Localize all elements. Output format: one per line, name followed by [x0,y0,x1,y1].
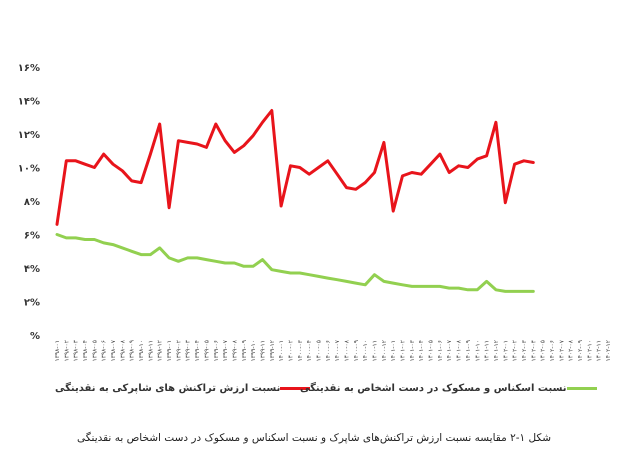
x-tick-label: ۱۴۰۲-۰۸ [568,339,575,361]
x-tick-label: ۱۳۹۹-۱۱ [259,340,266,362]
y-tick-label: ۴% [24,264,40,275]
x-tick-label: ۱۳۹۸-۰۴ [82,340,89,362]
x-tick-label: ۱۴۰۲-۱۲ [605,340,612,362]
x-tick-label: ۱۴۰۲-۰۵ [540,340,547,362]
x-tick-label: ۱۳۹۹-۰۶ [213,340,220,362]
x-tick-label: ۱۴۰۱-۰۸ [456,339,463,361]
y-tick-label: ۱۲% [18,130,40,141]
x-tick-label: ۱۴۰۰-۰۱ [278,340,285,362]
x-tick-label: ۱۳۹۸-۱۰ [138,340,145,362]
legend-item-green: نسبت اسکناس و مسکوک در دست اشخاص به نقدی… [300,383,605,394]
x-tick-label: ۱۳۹۸-۰۹ [129,340,136,362]
x-tick-label: ۱۴۰۲-۰۱ [502,340,509,362]
x-tick-label: ۱۳۹۹-۰۹ [241,340,248,362]
x-tick-label: ۱۴۰۰-۱۰ [362,340,369,362]
x-tick-label: ۱۳۹۹-۰۸ [231,339,238,361]
x-tick-label: ۱۴۰۰-۰۵ [315,340,322,362]
x-tick-label: ۱۴۰۰-۰۶ [325,340,332,362]
x-tick-label: ۱۴۰۱-۰۷ [446,339,453,361]
legend-item-red: نسبت ارزش تراکنش های شاپرکی به نقدینگی [55,383,318,394]
y-axis: % ۲% ۴% ۶% ۸% ۱۰% ۱۲% ۱۴% ۱۶% [18,63,40,342]
x-tick-label: ۱۴۰۰-۰۴ [306,340,313,362]
y-tick-label: ۸% [24,197,40,208]
x-tick-label: ۱۳۹۸-۰۵ [91,340,98,362]
chart-legend: نسبت ارزش تراکنش های شاپرکی به نقدینگی ن… [0,383,628,403]
x-tick-label: ۱۳۹۹-۰۱ [166,340,173,362]
x-tick-label: ۱۳۹۹-۰۴ [194,340,201,362]
legend-label-green: نسبت اسکناس و مسکوک در دست اشخاص به نقدی… [300,383,567,394]
x-tick-label: ۱۳۹۸-۰۱ [54,340,61,362]
x-tick-label: ۱۴۰۲-۰۲ [512,340,519,362]
x-tick-label: ۱۴۰۱-۰۹ [465,340,472,362]
x-tick-label: ۱۴۰۰-۰۹ [353,340,360,362]
x-axis: ۱۳۹۸-۰۱ ۱۳۹۸-۰۲ ۱۳۹۸-۰۳ ۱۳۹۸-۰۴ ۱۳۹۸-۰۵ ۱۳۹۸-… [54,339,612,361]
y-tick-label: ۱۰% [18,164,40,175]
x-tick-label: ۱۴۰۱-۰۶ [437,340,444,362]
x-tick-label: ۱۴۰۱-۰۱ [390,340,397,362]
x-tick-label: ۱۴۰۱-۰۲ [400,340,407,362]
legend-label-red: نسبت ارزش تراکنش های شاپرکی به نقدینگی [55,383,281,394]
y-tick-label: % [30,331,40,342]
x-tick-label: ۱۴۰۰-۰۸ [344,339,351,361]
series-layer [55,109,535,293]
x-tick-label: ۱۴۰۰-۱۱ [372,340,379,362]
x-tick-label: ۱۴۰۱-۰۴ [418,340,425,362]
x-tick-label: ۱۴۰۱-۱۱ [484,340,491,362]
x-tick-label: ۱۳۹۹-۰۲ [175,340,182,362]
x-tick-label: ۱۴۰۱-۰۳ [409,339,416,361]
x-tick-label: ۱۴۰۰-۰۳ [297,339,304,361]
series-line-red [55,109,535,226]
y-tick-label: ۱۴% [18,97,40,108]
x-tick-label: ۱۴۰۱-۰۵ [428,340,435,362]
x-tick-label: ۱۴۰۰-۰۷ [334,339,341,361]
x-tick-label: ۱۳۹۹-۱۲ [269,340,276,362]
legend-swatch-green [566,387,597,390]
x-tick-label: ۱۴۰۱-۱۲ [493,340,500,362]
x-tick-label: ۱۴۰۲-۱۰ [586,340,593,362]
x-tick-label: ۱۴۰۲-۰۴ [530,340,537,362]
x-tick-label: ۱۴۰۱-۱۰ [474,340,481,362]
y-tick-label: ۶% [24,231,40,242]
figure-caption: شکل ۱-۲ مقایسه نسبت ارزش تراکنش‌های شاپر… [76,432,552,444]
x-tick-label: ۱۳۹۸-۰۸ [119,339,126,361]
x-tick-label: ۱۳۹۹-۰۵ [203,340,210,362]
y-tick-label: ۱۶% [18,63,40,74]
legend-swatch-red [280,387,311,390]
x-tick-label: ۱۴۰۲-۰۷ [558,339,565,361]
x-tick-label: ۱۴۰۰-۰۲ [287,340,294,362]
x-tick-label: ۱۴۰۲-۱۱ [596,340,603,362]
x-tick-label: ۱۳۹۸-۱۱ [147,340,154,362]
x-tick-label: ۱۳۹۸-۱۲ [157,340,164,362]
x-tick-label: ۱۳۹۸-۰۲ [63,340,70,362]
x-tick-label: ۱۴۰۰-۱۲ [381,340,388,362]
x-tick-label: ۱۳۹۸-۰۳ [73,339,80,361]
series-line-green [55,233,535,293]
y-tick-label: ۲% [24,298,40,309]
x-tick-label: ۱۴۰۲-۰۹ [577,340,584,362]
x-tick-label: ۱۳۹۸-۰۷ [110,339,117,361]
x-tick-label: ۱۳۹۹-۰۷ [222,339,229,361]
x-tick-label: ۱۳۹۹-۱۰ [250,340,257,362]
x-tick-label: ۱۳۹۹-۰۳ [185,339,192,361]
x-tick-label: ۱۳۹۸-۰۶ [101,340,108,362]
x-tick-label: ۱۴۰۲-۰۳ [521,339,528,361]
x-tick-label: ۱۴۰۲-۰۶ [549,340,556,362]
